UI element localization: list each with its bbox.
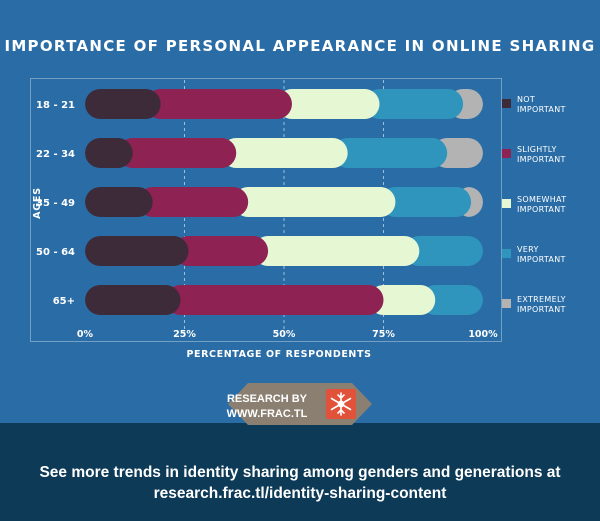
bar-4-somewhat-important (253, 236, 420, 266)
legend-label-2-line1: SLIGHTLY (517, 145, 557, 154)
legend-label-3-line2: IMPORTANT (517, 205, 566, 214)
legend-label-1-line2: IMPORTANT (517, 105, 566, 114)
footer-panel (0, 423, 600, 521)
bar-4-not-important (85, 236, 189, 266)
x-tick-label-1: 0% (77, 329, 94, 340)
bar-3-somewhat-important (233, 187, 396, 217)
chart-title: IMPORTANCE OF PERSONAL APPEARANCE IN ONL… (4, 37, 596, 55)
x-tick-label-4: 75% (372, 329, 395, 340)
bar-row-5 (85, 285, 483, 315)
snowflake-icon (326, 389, 356, 419)
x-tick-label-3: 50% (273, 329, 296, 340)
bar-3-not-important (85, 187, 153, 217)
legend-swatch-4 (502, 249, 511, 258)
bar-4-slightly-important (173, 236, 269, 266)
legend-swatch-5 (502, 299, 511, 308)
legend-swatch-2 (502, 149, 511, 158)
x-axis-label: PERCENTAGE OF RESPONDENTS (186, 349, 371, 360)
legend-label-2-line2: IMPORTANT (517, 155, 566, 164)
research-badge[interactable]: RESEARCH BY WWW.FRAC.TL (227, 383, 372, 425)
bar-2-very-important (332, 138, 448, 168)
bar-5-not-important (85, 285, 181, 315)
legend-swatch-3 (502, 199, 511, 208)
bar-row-3 (85, 187, 483, 217)
legend: NOTIMPORTANTSLIGHTLYIMPORTANTSOMEWHATIMP… (502, 95, 566, 314)
bar-2-somewhat-important (221, 138, 348, 168)
bar-2-slightly-important (117, 138, 237, 168)
bar-row-1 (85, 89, 483, 119)
bar-3-slightly-important (137, 187, 249, 217)
footer-link[interactable]: research.frac.tl/identity-sharing-conten… (153, 485, 447, 502)
bars (85, 89, 483, 315)
category-label-2: 22 - 34 (36, 149, 75, 160)
footer-line1: See more trends in identity sharing amon… (39, 464, 561, 481)
bar-1-slightly-important (145, 89, 292, 119)
legend-label-4-line2: IMPORTANT (517, 255, 566, 264)
footer-text[interactable]: See more trends in identity sharing amon… (0, 462, 600, 504)
bar-2-not-important (85, 138, 133, 168)
bar-1-very-important (364, 89, 464, 119)
bar-row-4 (85, 236, 483, 266)
bar-5-very-important (420, 285, 483, 315)
badge-line1: RESEARCH BY (227, 393, 308, 405)
y-axis-label: AGES (32, 187, 43, 219)
legend-label-3-line1: SOMEWHAT (517, 195, 566, 204)
bar-5-slightly-important (165, 285, 384, 315)
legend-label-5-line2: IMPORTANT (517, 305, 566, 314)
category-label-3: 35 - 49 (36, 198, 75, 209)
category-label-1: 18 - 21 (36, 100, 75, 111)
x-tick-labels: 0% 25% 50% 75% 100% (77, 329, 498, 340)
stacked-bar-chart: 18 - 21 22 - 34 35 - 49 50 - 64 65+ 0% 25% 50%… (32, 80, 566, 425)
bar-4-very-important (404, 236, 483, 266)
category-label-5: 65+ (53, 296, 75, 307)
category-label-4: 50 - 64 (36, 247, 75, 258)
legend-label-4-line1: VERY (517, 245, 539, 254)
bar-1-not-important (85, 89, 161, 119)
legend-label-5-line1: EXTREMELY (517, 295, 566, 304)
chart-frame (30, 78, 502, 342)
bar-5-somewhat-important (368, 285, 436, 315)
legend-label-1-line1: NOT (517, 95, 535, 104)
bar-row-2 (85, 138, 483, 168)
category-labels: 18 - 21 22 - 34 35 - 49 50 - 64 65+ (36, 100, 75, 307)
x-tick-label-5: 100% (468, 329, 498, 340)
bar-3-very-important (380, 187, 472, 217)
badge-line2: WWW.FRAC.TL (227, 408, 308, 420)
x-tick-label-2: 25% (173, 329, 196, 340)
bar-1-somewhat-important (276, 89, 380, 119)
legend-swatch-1 (502, 99, 511, 108)
